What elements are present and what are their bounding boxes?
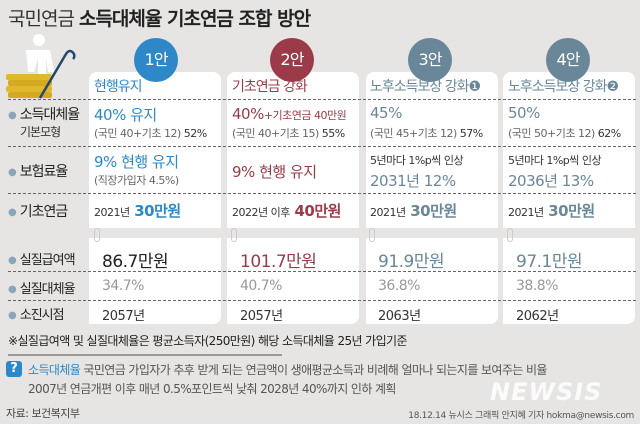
row-divider [8, 146, 636, 147]
real-benefit-plan2: 101.7만원 [240, 252, 317, 272]
footnote-divider [8, 354, 282, 356]
definition-line1: 소득대체율 국민연금 가입자가 추후 받게 되는 연금액이 생애평균소득과 비례… [28, 363, 547, 377]
premium-plan2-main: 9% 현행 유지 [232, 163, 317, 181]
depletion-plan2: 2057년 [240, 309, 283, 324]
clip-icon [507, 228, 513, 242]
premium-plan3-main: 2031년 12% [370, 172, 456, 190]
basic-pension-plan2: 2022년 이후 40만원 [232, 202, 341, 220]
row-label-premium: ● 보험료율 [8, 164, 68, 180]
row-label-real-benefit: ● 실질급여액 [8, 253, 76, 268]
plan4-result-card [503, 238, 635, 324]
plan3-badge: 3안 [408, 38, 452, 82]
depletion-plan3: 2063년 [378, 309, 421, 324]
clip-icon [369, 228, 375, 242]
depletion-plan4: 2062년 [516, 309, 559, 324]
row-divider [8, 193, 636, 194]
replacement-plan2-detail: (국민 40+기초 15) 55% [232, 127, 345, 140]
plan4-card [503, 72, 635, 228]
premium-plan4-pre: 5년마다 1%p씩 인상 [508, 154, 602, 167]
clip-icon [231, 228, 237, 242]
question-icon: ? [6, 361, 22, 377]
plan2-badge: 2안 [270, 38, 314, 82]
footnote: ※실질급여액 및 실질대체율은 평균소득자(250만원) 해당 소득대체율 25… [8, 334, 408, 348]
plan4-badge: 4안 [546, 38, 590, 82]
newsis-watermark: NEWSIS [490, 378, 603, 406]
basic-pension-plan3: 2021년 30만원 [370, 202, 457, 220]
replacement-plan1-main: 40% 유지 [94, 106, 157, 124]
row-label-depletion: ● 소진시점 [8, 308, 65, 323]
real-benefit-plan3: 91.9만원 [378, 252, 445, 272]
row-label-replacement: ● 소득대체율 [8, 107, 80, 123]
plan1-result-card [89, 238, 221, 324]
clip-icon [94, 228, 100, 242]
premium-plan1-detail: (직장가입자 4.5%) [94, 174, 179, 187]
premium-plan1-main: 9% 현행 유지 [94, 153, 179, 171]
elderly-on-coins-icon [6, 34, 76, 99]
plan3-result-card [366, 238, 498, 324]
row-divider [8, 300, 636, 301]
plan2-result-card [227, 238, 359, 324]
page-title: 국민연금 소득대체율 기초연금 조합 방안 [8, 4, 311, 31]
plan1-title: 현행유지 [94, 79, 143, 95]
row-divider [8, 271, 636, 272]
plan2-card [227, 72, 359, 228]
replacement-plan3-main: 45% [370, 104, 402, 122]
row-label-basic-pension: ● 기초연금 [8, 204, 68, 220]
plan1-card [89, 72, 221, 228]
premium-plan4-main: 2036년 13% [508, 172, 594, 190]
definition-line2: 2007년 연금개편 이후 매년 0.5%포인트씩 낮춰 2028년 40%까지… [28, 382, 396, 396]
title-part2: 소득대체율 기초연금 조합 방안 [78, 8, 311, 30]
real-replacement-plan2: 40.7% [240, 278, 282, 294]
plan2-title: 기초연금 강화 [232, 79, 308, 95]
real-benefit-plan1: 86.7만원 [102, 252, 169, 272]
basic-pension-plan1: 2021년 30만원 [94, 202, 181, 220]
row-sublabel-basic-model: 기본모형 [20, 125, 61, 139]
replacement-plan1-detail: (국민 40+기초 12) 52% [94, 127, 207, 140]
source: 자료: 보건복지부 [6, 407, 80, 420]
title-part1: 국민연금 [8, 8, 75, 30]
replacement-plan4-detail: (국민 50+기초 12) 62% [508, 127, 621, 140]
plan4-title: 노후소득보장 강화❷ [508, 79, 619, 95]
replacement-plan4-main: 50% [508, 104, 540, 122]
plan1-badge: 1안 [134, 38, 178, 82]
row-divider [8, 99, 636, 100]
row-label-real-replacement: ● 실질대체율 [8, 282, 76, 297]
plan3-title: 노후소득보장 강화❶ [370, 79, 481, 95]
real-replacement-plan4: 38.8% [516, 278, 558, 294]
basic-pension-plan4: 2021년 30만원 [508, 202, 595, 220]
real-benefit-plan4: 97.1만원 [516, 252, 583, 272]
plan3-card [366, 72, 498, 228]
credit: 18.12.14 뉴시스 그래픽 안지혜 기자 hokma@newsis.com [408, 411, 634, 421]
replacement-plan2-main: 40%+기초연금 40만원 [232, 105, 347, 123]
replacement-plan3-detail: (국민 45+기초 12) 57% [370, 127, 483, 140]
premium-plan3-pre: 5년마다 1%p씩 인상 [370, 154, 464, 167]
real-replacement-plan1: 34.7% [102, 278, 144, 294]
real-replacement-plan3: 36.8% [378, 278, 420, 294]
depletion-plan1: 2057년 [102, 309, 145, 324]
